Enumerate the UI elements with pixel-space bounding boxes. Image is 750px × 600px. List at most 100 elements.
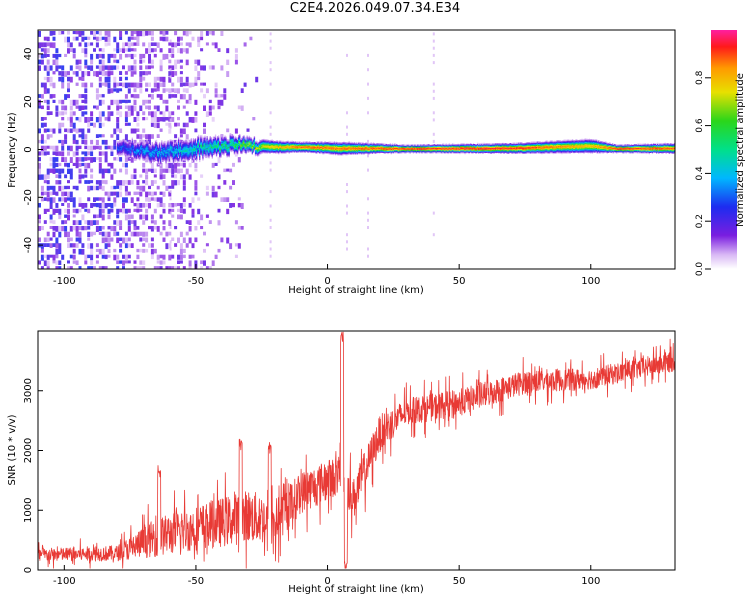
spectrogram-noise-cell xyxy=(145,168,149,174)
spectrogram-streak-cell xyxy=(367,211,369,215)
spectrogram-ridge-cell xyxy=(135,145,138,148)
spectrogram-noise-cell xyxy=(168,65,172,70)
spectrogram-ridge-cell xyxy=(249,145,251,147)
spectrogram-ridge-cell xyxy=(381,151,383,153)
spectrogram-noise-cell xyxy=(46,185,50,191)
spectrogram-noise-cell xyxy=(159,203,163,207)
spectrogram-ridge-cell xyxy=(131,146,133,148)
spectrogram-ridge-cell xyxy=(232,146,235,148)
spectrogram-ridge-cell xyxy=(317,148,319,150)
spectrogram-noise-cell xyxy=(179,76,183,83)
spectrogram-ridge-cell xyxy=(212,151,215,153)
spectrogram-ridge-cell xyxy=(266,139,268,141)
spectrogram-noise-cell xyxy=(40,134,44,141)
spectrogram-ridge-cell xyxy=(117,141,119,144)
spectrogram-ridge-cell xyxy=(259,149,261,151)
spectrogram-noise-cell xyxy=(174,266,178,269)
spectrogram-ridge-cell xyxy=(270,146,272,148)
spectrogram-ridge-cell xyxy=(242,142,244,144)
spectrogram-ridge-cell xyxy=(248,141,250,143)
spectrogram-ridge-cell xyxy=(317,141,319,143)
spectrogram-ridge-cell xyxy=(237,142,239,145)
spectrogram-ridge-cell xyxy=(286,149,288,151)
spectrogram-ridge-cell xyxy=(145,145,147,148)
spectrogram-ridge-cell xyxy=(314,151,317,153)
spectrogram-ridge-cell xyxy=(124,141,126,143)
spectrogram-ridge-cell xyxy=(225,149,227,151)
spectrogram-ridge-cell xyxy=(330,150,332,152)
spectrogram-ridge-cell xyxy=(318,148,320,150)
spectrogram-ridge-cell xyxy=(320,150,322,152)
spectrogram-ridge-cell xyxy=(190,152,192,154)
spectrogram-ridge-cell xyxy=(195,152,198,154)
spectrogram-noise-cell xyxy=(52,82,56,89)
spectrogram-noise-cell xyxy=(107,76,111,83)
spectrogram-ridge-cell xyxy=(184,151,186,153)
spectrogram-ridge-cell xyxy=(250,138,252,140)
spectrogram-ridge-cell xyxy=(186,150,188,153)
spectrogram-noise-cell xyxy=(130,71,134,77)
spectrogram-ridge-cell xyxy=(130,155,132,157)
spectrogram-ridge-cell xyxy=(131,151,133,153)
spectrogram-ridge-cell xyxy=(200,147,202,149)
spectrogram-ridge-cell xyxy=(170,146,172,148)
spectrogram-noise-cell xyxy=(194,168,198,172)
spectrogram-noise-cell xyxy=(177,76,180,83)
spectrogram-ridge-cell xyxy=(224,149,226,151)
spectrogram-ridge-cell xyxy=(197,141,199,143)
spectrogram-ridge-cell xyxy=(278,142,280,144)
spectrogram-noise-cell xyxy=(133,94,137,99)
spectrogram-noise-cell xyxy=(122,180,125,186)
spectrogram-ridge-cell xyxy=(205,146,207,148)
spectrogram-ridge-cell xyxy=(207,154,209,157)
spectrogram-ridge-cell xyxy=(234,151,237,153)
spectrogram-ridge-cell xyxy=(318,151,320,154)
spectrogram-ridge-cell xyxy=(226,145,228,147)
spectrogram-ridge-cell xyxy=(309,142,311,145)
spectrogram-ridge-cell xyxy=(145,151,147,153)
spectrogram-ridge-cell xyxy=(164,145,166,147)
spectrogram-ridge-cell xyxy=(134,150,137,153)
spectrogram-ridge-cell xyxy=(380,151,382,153)
spectrogram-ridge-cell xyxy=(373,143,376,145)
spectrogram-noise-cell xyxy=(240,105,244,111)
spectrogram-ridge-cell xyxy=(159,159,161,161)
spectrogram-ridge-cell xyxy=(248,144,250,146)
spectrogram-ridge-cell xyxy=(159,152,161,154)
spectrogram-ridge-cell xyxy=(336,149,338,151)
spectrogram-ridge-cell xyxy=(132,149,135,151)
spectrogram-ridge-cell xyxy=(155,150,158,152)
spectrogram-noise-cell xyxy=(133,231,137,237)
spectrogram-noise-cell xyxy=(179,162,183,167)
spectrogram-ridge-cell xyxy=(330,147,332,149)
spectrogram-ridge-cell xyxy=(348,147,350,150)
spectrogram-ridge-cell xyxy=(269,146,271,149)
spectrogram-noise-cell xyxy=(139,82,143,88)
spectrogram-ridge-cell xyxy=(241,148,243,150)
spectrogram-ridge-cell xyxy=(213,142,216,144)
spectrogram-ridge-cell xyxy=(175,157,178,159)
spectrogram-ridge-cell xyxy=(241,145,243,147)
spectrogram-noise-cell xyxy=(162,180,166,186)
spectrogram-ridge-cell xyxy=(232,140,235,142)
spectrogram-noise-cell xyxy=(110,145,114,151)
spectrogram-noise-cell xyxy=(136,197,140,202)
spectrogram-noise-cell xyxy=(148,31,151,36)
spectrogram-noise-cell xyxy=(101,203,105,209)
spectrogram-ridge-cell xyxy=(207,147,209,149)
spectrogram-ridge-cell xyxy=(280,151,282,153)
spectrogram-ridge-cell xyxy=(364,148,366,150)
spectrogram-ridge-cell xyxy=(221,147,223,149)
spectrogram-ridge-cell xyxy=(276,144,278,147)
spectrogram-ridge-cell xyxy=(337,148,339,150)
spectrogram-noise-cell xyxy=(61,157,65,162)
spectrogram-ridge-cell xyxy=(129,155,131,157)
spectrogram-ridge-cell xyxy=(223,144,225,146)
spectrogram-noise-cell xyxy=(139,53,143,60)
spectrogram-ridge-cell xyxy=(197,140,199,142)
spectrogram-ridge-cell xyxy=(230,146,232,148)
spectrogram-noise-cell xyxy=(95,243,99,248)
spectrogram-noise-cell xyxy=(61,203,65,206)
spectrogram-ridge-cell xyxy=(255,145,258,147)
spectrogram-noise-cell xyxy=(234,243,238,247)
